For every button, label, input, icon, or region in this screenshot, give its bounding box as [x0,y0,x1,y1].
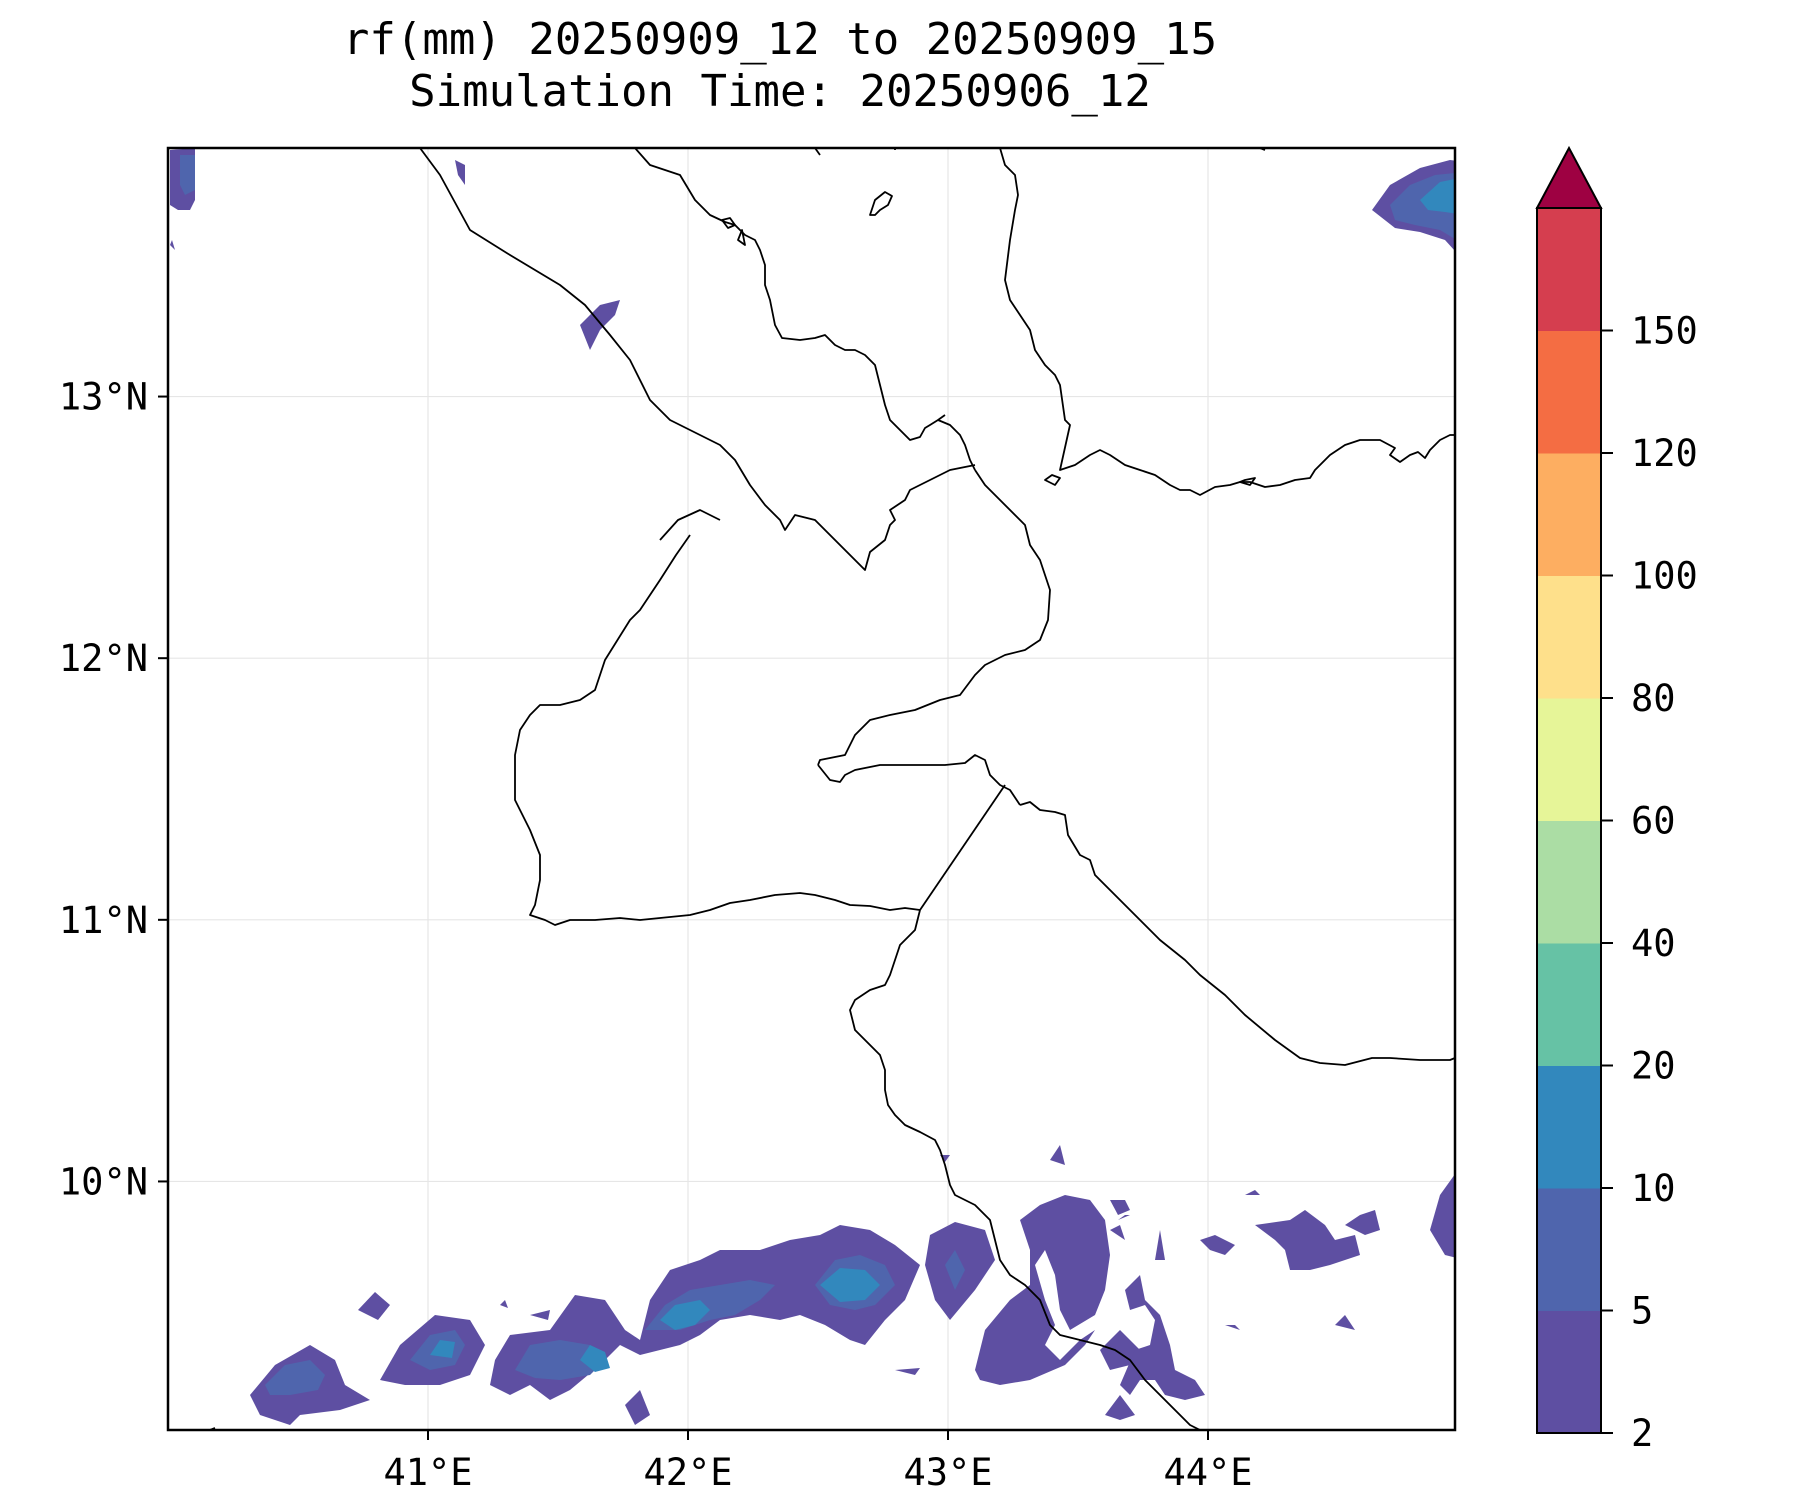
colorbar-segment [1537,330,1601,454]
colorbar-segment [1537,943,1601,1066]
axis-ticks: 41°E 42°E 43°E 44°E 13°N 12°N 11°N 10°N [59,376,1253,1494]
y-tick-label: 10°N [59,1160,148,1203]
plot-title-line-1: rf(mm) 20250909_12 to 20250909_15 [342,14,1218,65]
colorbar-extend-arrow [1535,145,1603,209]
colorbar-segment [1537,1310,1601,1434]
colorbar-tick-label: 100 [1631,555,1698,598]
colorbar-tick-label: 10 [1631,1167,1676,1210]
y-tick-label: 11°N [59,899,148,942]
coastlines-and-borders [209,148,1455,1430]
colorbar-segment [1537,575,1601,699]
colorbar-tick-label: 120 [1631,432,1698,475]
colorbar-segment [1537,698,1601,821]
colorbar-segment [1537,820,1601,944]
colorbar-tick-label: 5 [1631,1290,1653,1333]
x-tick-label: 41°E [383,1451,472,1494]
x-tick-label: 42°E [643,1451,732,1494]
rain-10-20mm [430,179,1455,1372]
gridlines [168,148,1455,1430]
colorbar-segment [1537,453,1601,576]
colorbar-segment [1537,208,1601,331]
x-tick-label: 43°E [903,1451,992,1494]
colorbar-tick-label: 20 [1631,1045,1676,1088]
rainfall-field [170,148,1465,1425]
y-tick-label: 13°N [59,376,148,419]
colorbar-segment [1537,1065,1601,1189]
colorbar-tick-label: 2 [1631,1412,1653,1455]
colorbar-segment [1537,1188,1601,1311]
y-tick-label: 12°N [59,637,148,680]
rain-20-40mm [1455,182,1465,208]
colorbar-tick-label: 40 [1631,922,1676,965]
colorbar: 2 5 10 20 40 60 80 100 120 150 [1535,145,1698,1455]
plot-title-line-2: Simulation Time: 20250906_12 [409,66,1151,117]
rain-2-5mm [170,148,1455,1425]
rain-5-10mm [180,155,1455,1395]
colorbar-tick-label: 150 [1631,310,1698,353]
colorbar-tick-label: 80 [1631,677,1676,720]
colorbar-tick-label: 60 [1631,800,1676,843]
map-frame [166,146,1457,1432]
x-tick-label: 44°E [1163,1451,1252,1494]
